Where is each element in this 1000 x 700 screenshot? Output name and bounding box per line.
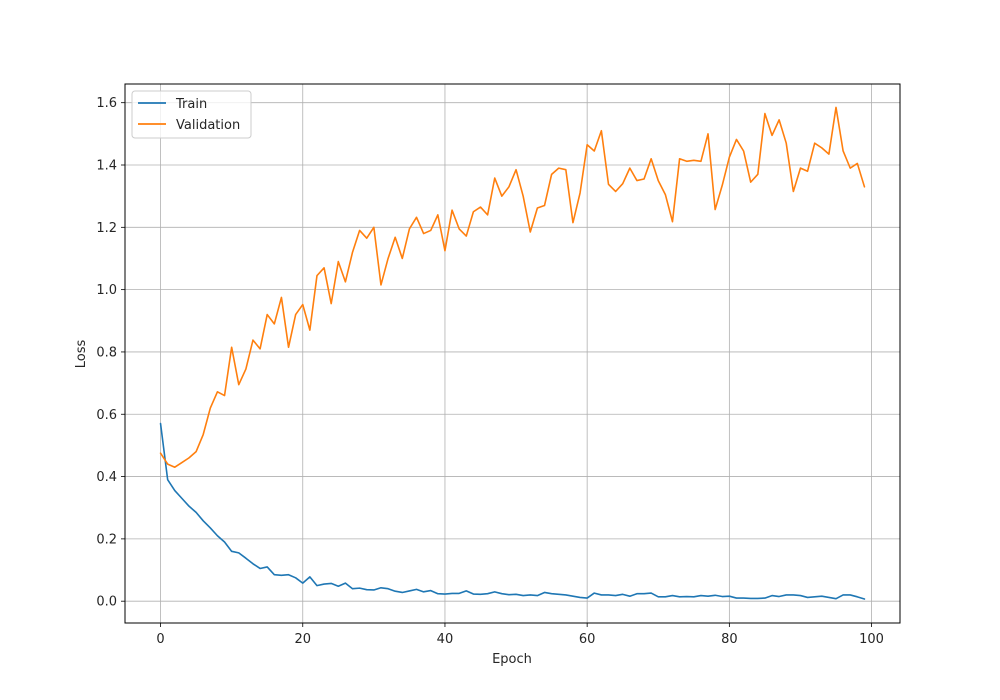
y-tick-label: 1.6 [96,96,117,111]
series-layer [159,106,866,600]
series-line-train [159,422,866,600]
plot-frame [124,83,901,624]
legend-label-train: Train [175,97,207,112]
y-tick-label: 0.8 [96,345,117,360]
y-tick-label: 0.6 [96,408,117,423]
x-tick-label: 0 [156,632,164,647]
y-tick-label: 1.0 [96,283,117,298]
x-tick-label: 40 [437,632,454,647]
x-axis-label: Epoch [492,652,532,667]
y-tick-label: 1.4 [96,159,117,174]
y-tick-label: 0.4 [96,470,117,485]
y-axis-label: Loss [74,340,89,369]
x-tick-label: 60 [579,632,596,647]
ticks: 0 20 40 60 80 100 0.0 0.2 0.4 0.6 0.8 1.0 1.2 1.4 1.6 [96,96,884,647]
y-tick-label: 0.0 [96,595,117,610]
grid [125,84,900,623]
x-tick-label: 20 [294,632,311,647]
legend: Train Validation [131,90,252,139]
x-tick-label: 100 [859,632,884,647]
y-tick-label: 1.2 [96,221,117,236]
legend-label-validation: Validation [176,118,240,133]
x-tick-label: 80 [721,632,738,647]
y-tick-label: 0.2 [96,532,117,547]
series-line-validation [159,106,866,469]
